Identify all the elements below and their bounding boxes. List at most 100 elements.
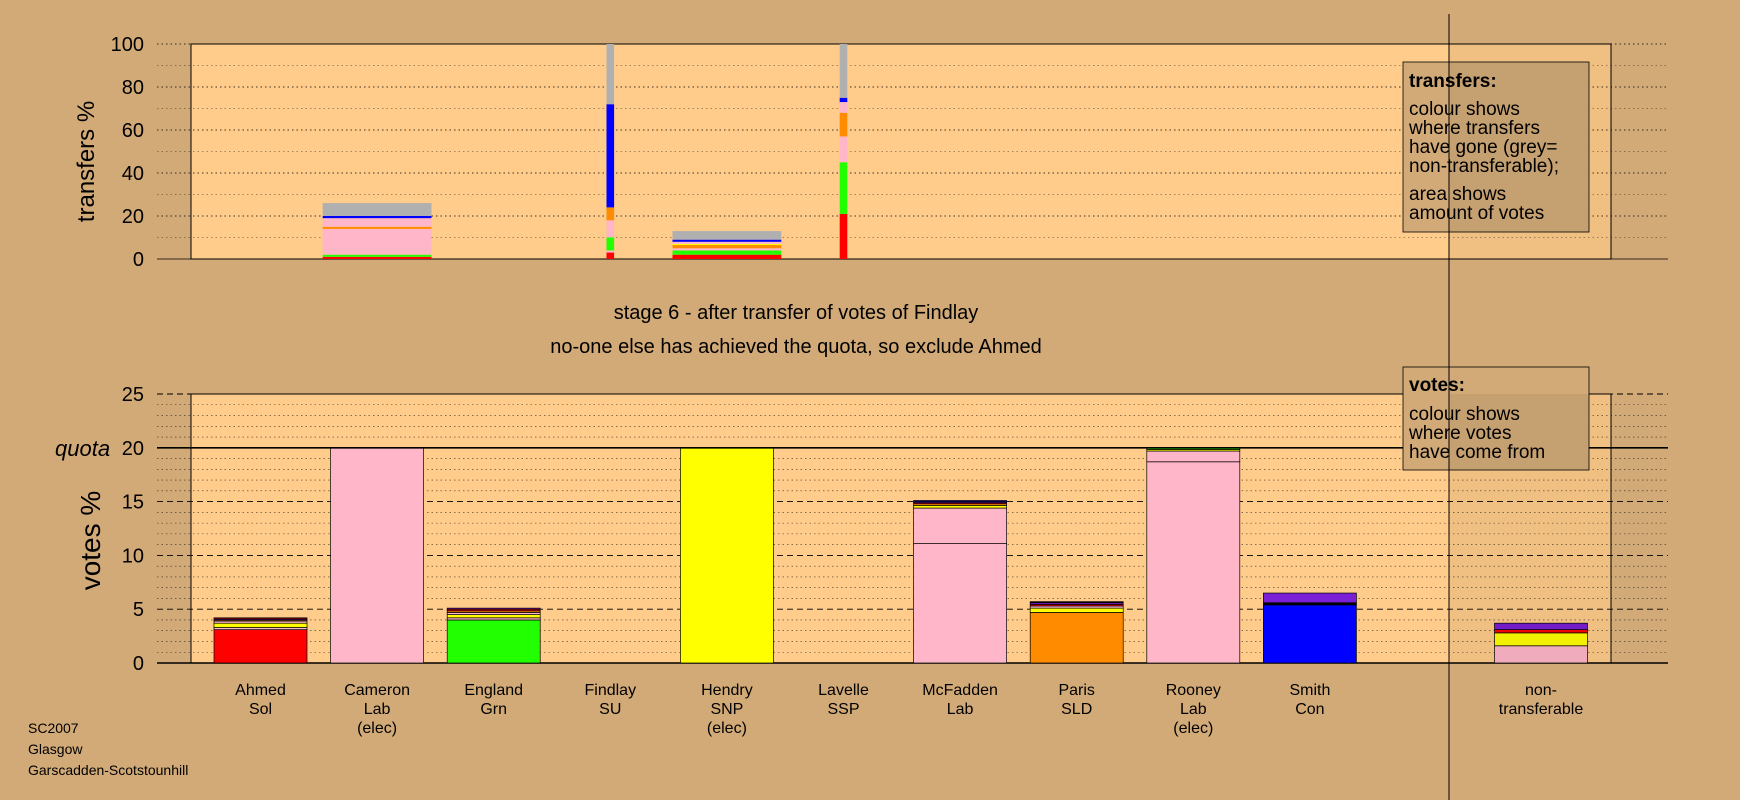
votes-tick-label: 0 (133, 653, 144, 675)
transfer-segment-hendry (672, 231, 782, 240)
vote-segment-7 (1029, 612, 1124, 664)
transfer-segment-lavelle (839, 136, 848, 163)
vote-segment-0 (213, 622, 308, 628)
category-label: (elec) (1173, 720, 1213, 737)
vote-segment-2 (446, 614, 541, 619)
votes-legend-title: votes: (1409, 375, 1465, 396)
transfer-segment-cameron (322, 228, 432, 255)
transfers-axis-label: transfers % (73, 101, 100, 222)
vote-segment-2 (446, 607, 541, 610)
vote-segment-7 (1029, 607, 1124, 613)
transfers-legend-text: have gone (grey= (1409, 137, 1557, 158)
transfer-segment-hendry (672, 254, 782, 259)
votes-tick-label: 15 (122, 492, 144, 514)
vote-segment-2 (446, 619, 541, 664)
footer-election: SC2007 (28, 720, 79, 736)
vote-segment-8 (1146, 450, 1241, 463)
transfers-tick-label: 80 (122, 77, 144, 99)
category-label: SU (599, 701, 621, 718)
category-label: Paris (1058, 682, 1094, 699)
transfer-segment-cameron (322, 256, 432, 259)
category-label: Rooney (1166, 682, 1221, 699)
category-label: McFadden (922, 682, 998, 699)
votes-tick-label: 25 (122, 384, 144, 406)
category-label: (elec) (357, 720, 397, 737)
votes-tick-label: 20 (122, 438, 144, 460)
transfer-segment-lavelle (839, 213, 848, 259)
vote-segment-6 (913, 543, 1007, 664)
nontransferable-shade (1449, 44, 1611, 259)
vote-segment-10 (1494, 622, 1588, 630)
transfer-segment-cameron (322, 254, 432, 257)
vote-segment-7 (1029, 601, 1124, 604)
vote-segment-9 (1263, 604, 1357, 664)
category-label: Hendry (701, 682, 753, 699)
transfer-segment-hendry (672, 243, 782, 246)
votes-legend-text: where votes (1408, 423, 1511, 444)
votes-panel: 0 5 10 15 20 25 votes % Ahmed Sol Cameron Lab (elec… (55, 366, 1668, 737)
vote-segment-6 (913, 507, 1007, 544)
transfers-tick-label: 20 (122, 206, 144, 228)
transfer-segment-lavelle (839, 112, 848, 137)
votes-axis-label: votes % (75, 491, 106, 591)
transfer-segment-findlay (606, 252, 615, 259)
vote-segment-4 (680, 447, 774, 664)
nontransferable-shade (1449, 394, 1611, 663)
votes-legend-text: colour shows (1409, 404, 1520, 425)
category-label: Lavelle (818, 682, 869, 699)
transfers-tick-label: 40 (122, 163, 144, 185)
transfers-panel: 0 20 40 60 80 100 transfers % transfers: colour … (73, 34, 1668, 271)
category-label: Ahmed (235, 682, 286, 699)
vote-segment-9 (1263, 592, 1357, 604)
transfers-tick-label: 100 (111, 34, 144, 56)
category-label: England (464, 682, 523, 699)
transfers-legend-title: transfers: (1409, 71, 1497, 92)
votes-plot-area (190, 393, 1612, 664)
category-label: Lab (947, 701, 974, 718)
category-label: Grn (480, 701, 507, 718)
transfer-segment-cameron (322, 226, 432, 229)
footer: SC2007 Glasgow Garscadden-Scotstounhill (28, 718, 188, 781)
category-label: SLD (1061, 701, 1092, 718)
transfer-segment-hendry (672, 248, 782, 251)
transfers-tick-label: 60 (122, 120, 144, 142)
transfers-legend-box (1402, 61, 1590, 233)
transfers-legend-text: area shows (1409, 184, 1506, 205)
transfer-segment-lavelle (839, 97, 848, 103)
category-label: (elec) (707, 720, 747, 737)
vote-segment-8 (1146, 461, 1241, 664)
transfers-legend-text: where transfers (1408, 118, 1540, 139)
category-label: Findlay (585, 682, 637, 699)
transfer-segment-lavelle (839, 102, 848, 113)
votes-legend-box (1402, 366, 1590, 471)
footer-council: Glasgow (28, 741, 83, 757)
category-label: SNP (710, 701, 743, 718)
transfer-segment-findlay (606, 220, 615, 238)
category-label: Sol (249, 701, 272, 718)
transfer-segment-hendry (672, 239, 782, 242)
transfer-segment-findlay (606, 207, 615, 221)
stage-subtitle: no-one else has achieved the quota, so e… (550, 336, 1041, 358)
vote-segment-0 (213, 629, 308, 664)
transfer-segment-findlay (606, 250, 615, 253)
category-label: SSP (827, 701, 859, 718)
vote-segment-1 (330, 447, 424, 664)
stage-title: stage 6 - after transfer of votes of Fin… (614, 302, 979, 324)
transfers-legend-text: amount of votes (1409, 203, 1544, 224)
transfers-legend-text: non-transferable); (1409, 156, 1559, 177)
transfer-segment-cameron (322, 216, 432, 219)
vote-segment-6 (913, 500, 1007, 502)
transfer-segment-findlay (606, 104, 615, 208)
transfers-tick-label: 0 (133, 249, 144, 271)
transfer-segment-lavelle (839, 44, 848, 98)
quota-label: quota (55, 436, 110, 461)
category-label: Cameron (344, 682, 410, 699)
transfers-legend-text: colour shows (1409, 99, 1520, 120)
category-label: Con (1295, 701, 1324, 718)
transfer-segment-hendry (672, 250, 782, 255)
vote-segment-6 (913, 505, 1007, 509)
category-label: Smith (1289, 682, 1330, 699)
transfer-segment-hendry (672, 245, 782, 249)
transfer-segment-cameron (322, 203, 432, 216)
